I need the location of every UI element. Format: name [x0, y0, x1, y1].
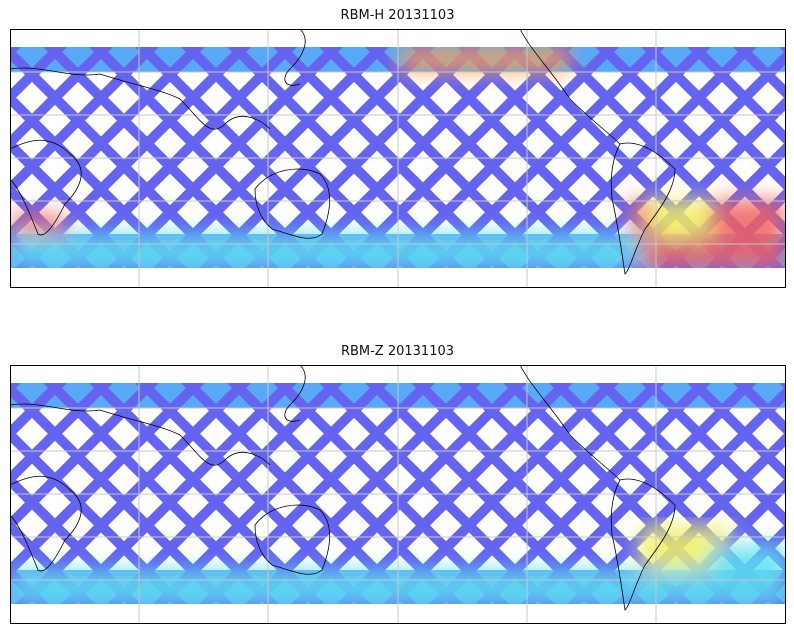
- value-region: [10, 234, 390, 268]
- coastline: [610, 478, 676, 611]
- coastline: [254, 168, 331, 239]
- coastline: [10, 67, 271, 130]
- coastline: [10, 475, 82, 572]
- coastline: [10, 139, 82, 236]
- value-region: [400, 47, 570, 72]
- coastline: [284, 29, 306, 86]
- coastline: [10, 403, 271, 466]
- coastline: [610, 142, 676, 275]
- map-frame: [10, 29, 786, 288]
- map-panel-rbm-z: [10, 365, 786, 624]
- coastline: [519, 29, 621, 145]
- map-frame: [10, 365, 786, 624]
- panel-1-title: RBM-H 20131103: [340, 8, 455, 23]
- coastline: [284, 365, 306, 422]
- map-panel-rbm-h: [10, 29, 786, 288]
- panel-2-title: RBM-Z 20131103: [340, 344, 455, 359]
- coastline: [254, 504, 331, 575]
- coastline: [519, 365, 621, 481]
- value-region: [650, 199, 710, 239]
